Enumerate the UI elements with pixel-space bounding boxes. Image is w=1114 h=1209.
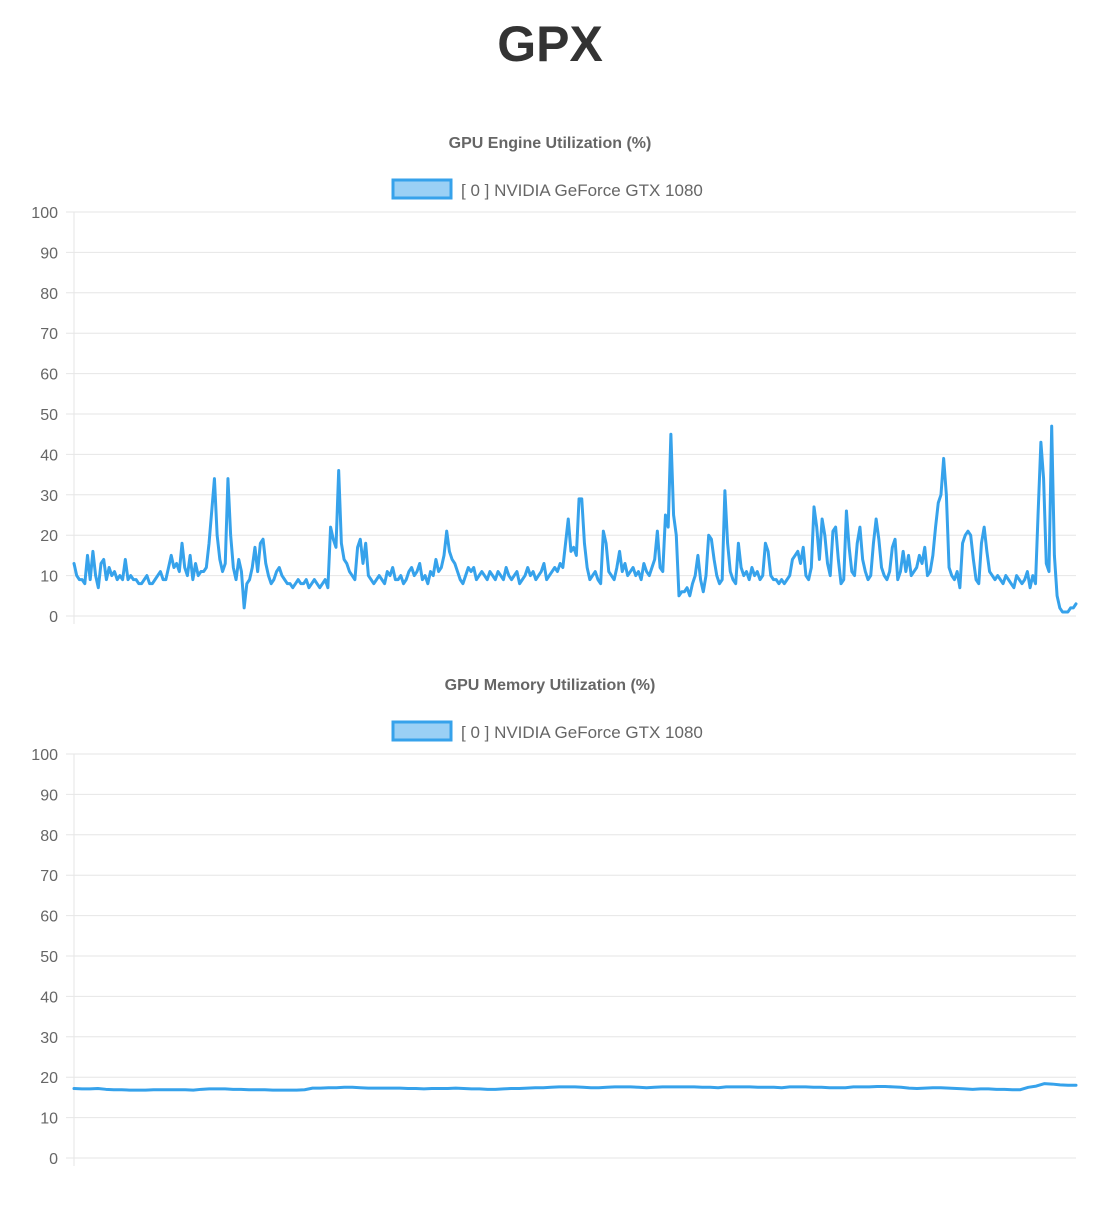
y-tick-label: 40 <box>40 447 58 464</box>
y-tick-label: 90 <box>40 245 58 262</box>
y-tick-label: 30 <box>40 488 58 505</box>
page-title: GPX <box>497 16 603 72</box>
series-layer <box>72 424 1078 614</box>
chart-title: GPU Memory Utilization (%) <box>445 677 656 694</box>
series-line <box>72 1082 1078 1092</box>
gpu-engine-chart-svg: GPU Engine Utilization (%) [ 0 ] NVIDIA … <box>31 135 1078 626</box>
gpu-memory-chart-svg: GPU Memory Utilization (%) [ 0 ] NVIDIA … <box>31 677 1078 1168</box>
legend-swatch[interactable] <box>391 720 453 742</box>
y-tick-label: 20 <box>40 528 58 545</box>
chart-legend[interactable]: [ 0 ] NVIDIA GeForce GTX 1080 <box>391 720 703 742</box>
y-tick-label: 100 <box>31 205 58 222</box>
y-tick-label: 30 <box>40 1030 58 1047</box>
series-layer <box>72 1082 1078 1092</box>
chart-title: GPU Engine Utilization (%) <box>449 135 652 152</box>
chart-legend[interactable]: [ 0 ] NVIDIA GeForce GTX 1080 <box>391 178 703 200</box>
y-tick-label: 80 <box>40 828 58 845</box>
y-tick-label: 10 <box>40 1111 58 1128</box>
grid-lines <box>66 211 1076 624</box>
y-tick-label: 70 <box>40 326 58 343</box>
y-tick-label: 0 <box>49 1151 58 1168</box>
y-tick-label: 90 <box>40 787 58 804</box>
gpu-engine-chart: GPU Engine Utilization (%) [ 0 ] NVIDIA … <box>0 122 1114 662</box>
y-tick-label: 20 <box>40 1070 58 1087</box>
legend-label[interactable]: [ 0 ] NVIDIA GeForce GTX 1080 <box>461 181 703 200</box>
y-tick-label: 40 <box>40 989 58 1006</box>
y-tick-label: 10 <box>40 569 58 586</box>
y-tick-label: 0 <box>49 609 58 626</box>
y-tick-label: 80 <box>40 286 58 303</box>
y-tick-label: 60 <box>40 909 58 926</box>
y-tick-label: 100 <box>31 747 58 764</box>
gpu-memory-chart: GPU Memory Utilization (%) [ 0 ] NVIDIA … <box>0 664 1114 1204</box>
legend-label[interactable]: [ 0 ] NVIDIA GeForce GTX 1080 <box>461 723 703 742</box>
y-tick-label: 50 <box>40 407 58 424</box>
grid-lines <box>66 753 1076 1166</box>
series-line <box>72 424 1078 614</box>
legend-swatch[interactable] <box>391 178 453 200</box>
y-tick-label: 70 <box>40 868 58 885</box>
y-tick-label: 50 <box>40 949 58 966</box>
y-tick-label: 60 <box>40 367 58 384</box>
